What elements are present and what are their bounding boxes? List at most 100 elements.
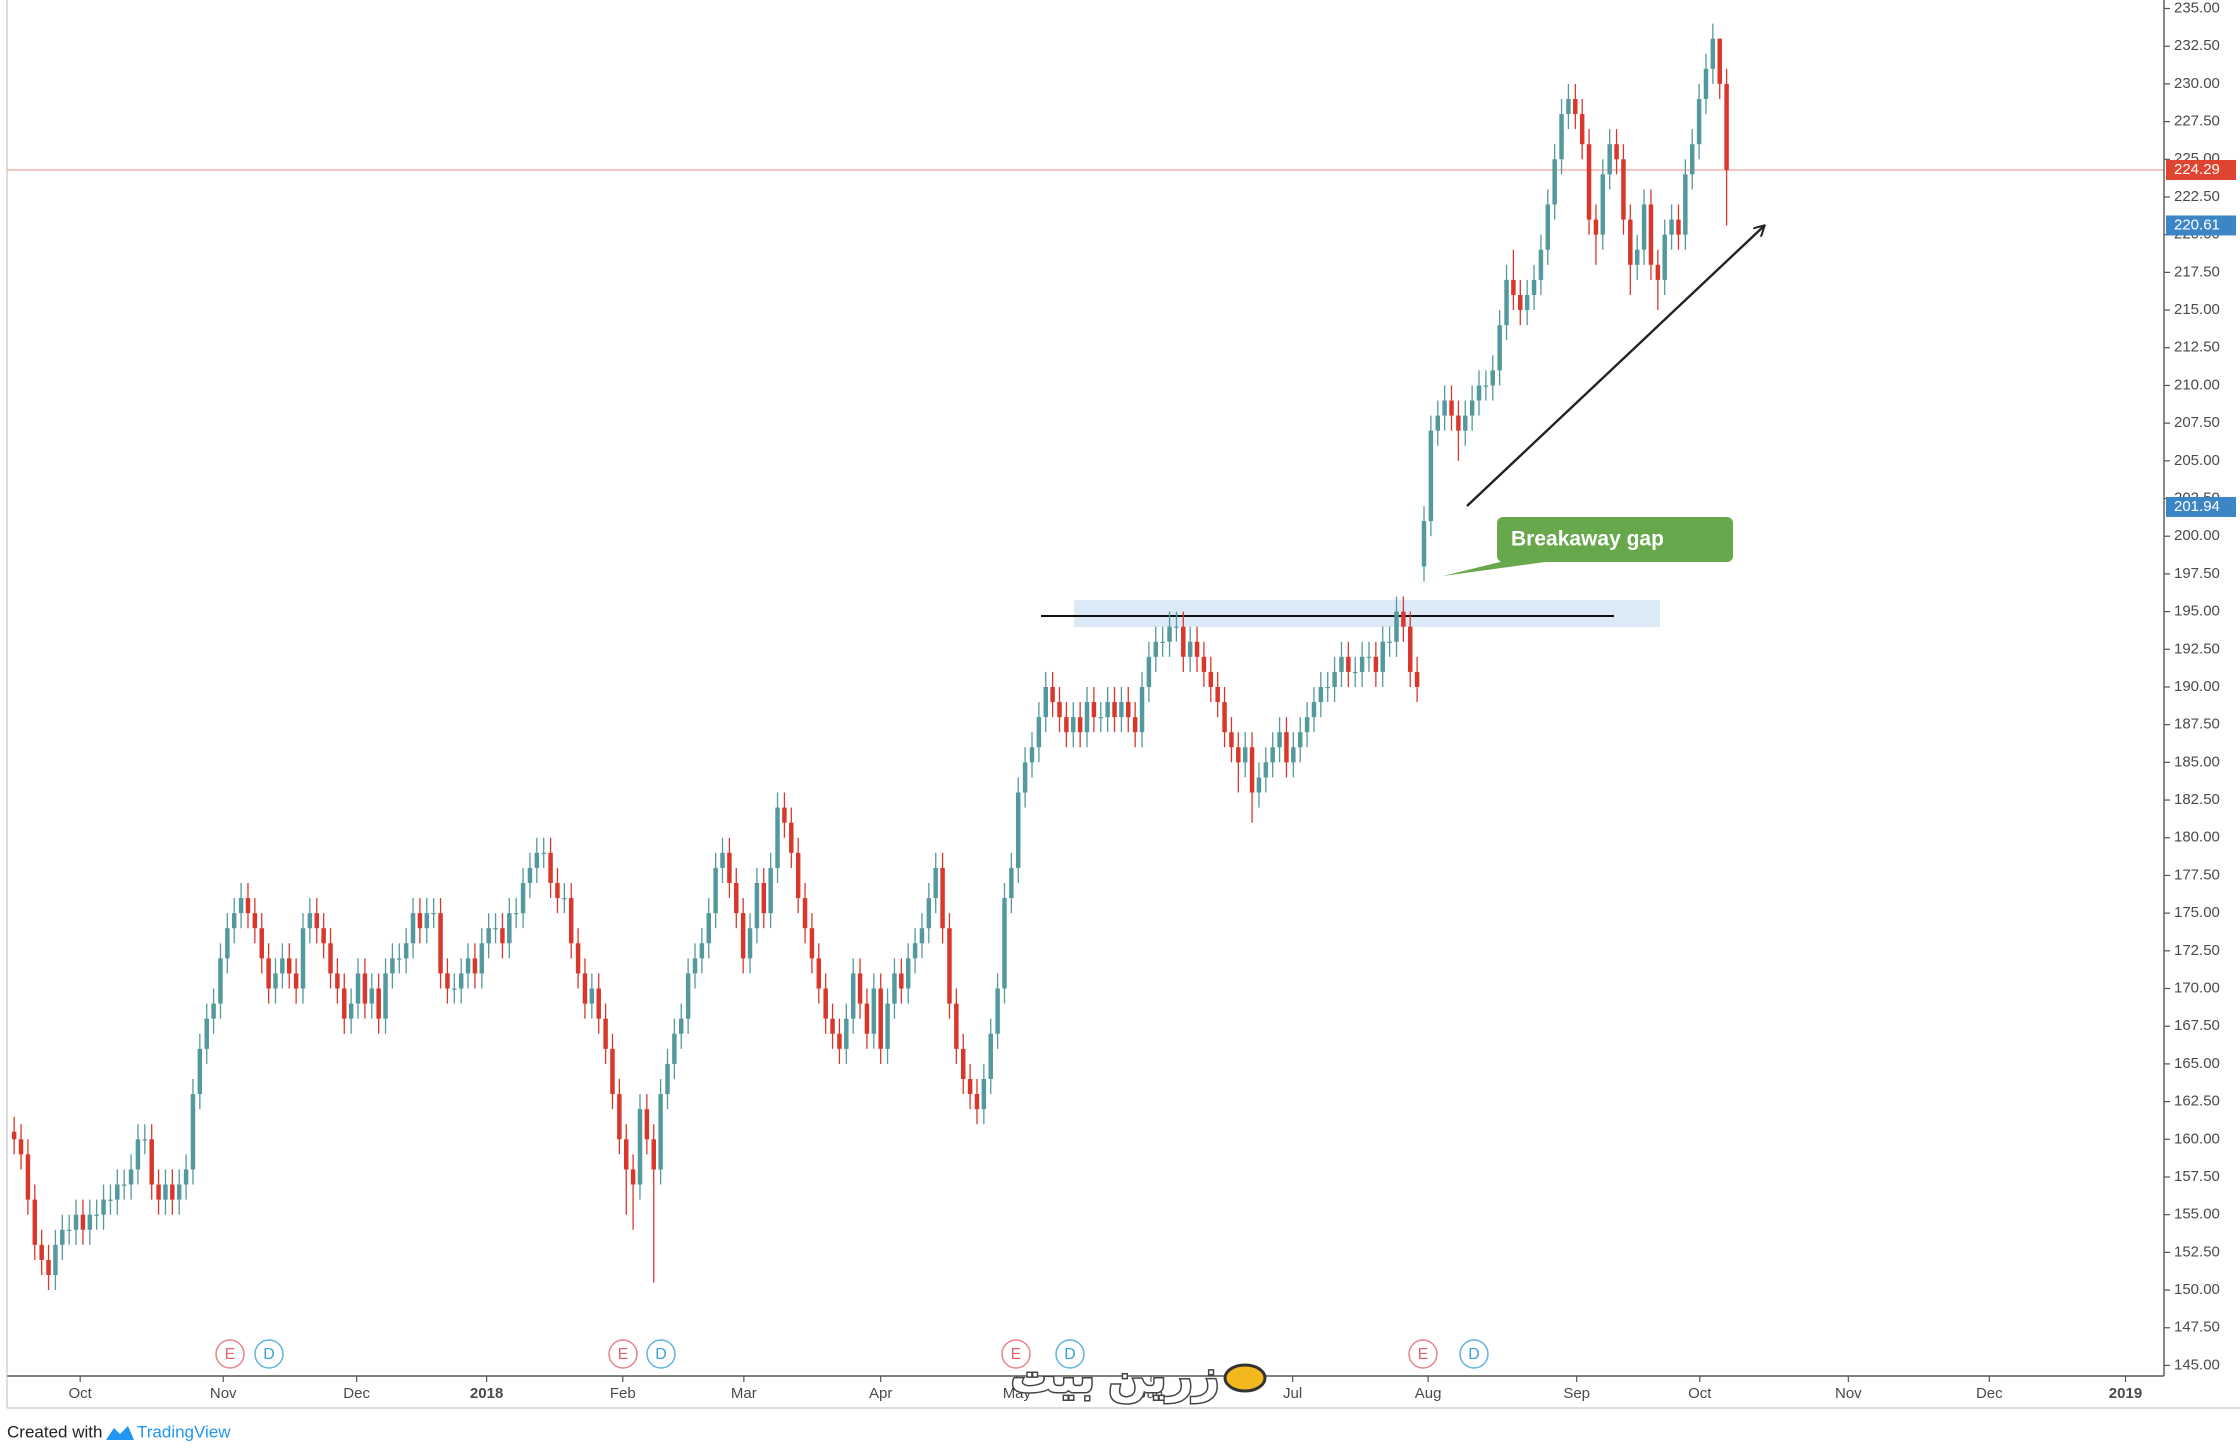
candle-body bbox=[1009, 867, 1014, 899]
y-tick-label: 162.50 bbox=[2174, 1093, 2220, 1110]
candle-body bbox=[383, 973, 388, 1019]
candle-body bbox=[1696, 98, 1702, 145]
candle-body bbox=[1518, 294, 1523, 311]
candle-body bbox=[280, 958, 285, 974]
candle-body bbox=[1414, 671, 1420, 687]
candle-body bbox=[1552, 159, 1557, 205]
candle-body bbox=[266, 958, 271, 989]
candle-body bbox=[1229, 732, 1234, 748]
candle-body bbox=[685, 973, 691, 1019]
candle-body bbox=[1311, 702, 1317, 718]
event-marker bbox=[1408, 1339, 1438, 1369]
candle-body bbox=[25, 1154, 31, 1200]
candle-body bbox=[46, 1259, 51, 1275]
callout-pointer bbox=[1443, 560, 1560, 576]
x-tick-label: Sep bbox=[1563, 1385, 1590, 1402]
candle-body bbox=[665, 1063, 670, 1095]
candle-body bbox=[32, 1199, 38, 1245]
candle-body bbox=[1064, 717, 1069, 733]
candle-body bbox=[630, 1169, 636, 1185]
y-tick-label: 217.50 bbox=[2174, 263, 2220, 280]
candle-body bbox=[1511, 279, 1516, 295]
candle-body bbox=[1717, 38, 1722, 84]
y-tick-label: 227.50 bbox=[2174, 113, 2220, 130]
candle-body bbox=[960, 1048, 966, 1079]
candle-body bbox=[53, 1244, 58, 1275]
candle-body bbox=[1187, 641, 1193, 657]
candle-body bbox=[1490, 370, 1496, 386]
candle-body bbox=[1201, 656, 1207, 672]
candle-body bbox=[218, 958, 223, 1004]
candle-body bbox=[452, 988, 457, 990]
y-tick-label: 167.50 bbox=[2174, 1017, 2220, 1034]
candle-body bbox=[637, 1109, 643, 1185]
candle-body bbox=[1428, 430, 1434, 522]
candle-body bbox=[658, 1094, 663, 1170]
event-label: E bbox=[1011, 1346, 1022, 1363]
candle-body bbox=[1538, 249, 1544, 280]
candle-body bbox=[816, 958, 822, 989]
candle-body bbox=[108, 1199, 113, 1201]
candle-body bbox=[1297, 732, 1303, 748]
candle-body bbox=[1366, 656, 1372, 659]
candle-body bbox=[1139, 686, 1145, 733]
y-tick-label: 182.50 bbox=[2174, 791, 2220, 808]
candle-body bbox=[885, 1003, 890, 1049]
candle-body bbox=[39, 1244, 44, 1260]
candle-body bbox=[513, 913, 519, 915]
trend-arrow bbox=[1466, 226, 1764, 507]
candle-body bbox=[1050, 686, 1055, 703]
candle-body bbox=[878, 988, 883, 1049]
candle-body bbox=[1710, 38, 1716, 69]
candle-body bbox=[809, 928, 815, 959]
event-marker bbox=[1001, 1339, 1031, 1369]
candle-body bbox=[1442, 400, 1447, 416]
y-tick-label: 197.50 bbox=[2174, 565, 2220, 582]
candle-body bbox=[445, 973, 450, 989]
candle-body bbox=[1098, 717, 1104, 719]
candle-body bbox=[644, 1109, 650, 1140]
candle-body bbox=[864, 1003, 870, 1034]
resistance-zone bbox=[1074, 600, 1660, 627]
price-marker-label: 220.61 bbox=[2174, 216, 2220, 233]
candle-body bbox=[1126, 702, 1131, 718]
candle-body bbox=[94, 1214, 99, 1216]
candle-body bbox=[376, 988, 381, 1019]
candle-body bbox=[1669, 219, 1674, 235]
axis-layer: 145.00 147.50 150.00 152.50 155.00 157.50 160.… bbox=[69, 0, 2236, 1402]
candle-body bbox=[486, 928, 491, 944]
candle-body bbox=[1408, 626, 1413, 672]
candle-body bbox=[225, 928, 230, 959]
candle-body bbox=[1476, 385, 1482, 401]
candle-body bbox=[1208, 671, 1214, 687]
y-tick-label: 160.00 bbox=[2174, 1130, 2220, 1147]
candle-body bbox=[1071, 717, 1076, 733]
x-tick-label: Feb bbox=[610, 1385, 636, 1402]
candle-body bbox=[933, 867, 938, 899]
candle-body bbox=[747, 928, 753, 959]
candle-body bbox=[720, 852, 725, 868]
candle-body bbox=[1586, 144, 1592, 220]
candle-body bbox=[947, 928, 952, 1004]
candle-body bbox=[238, 898, 244, 914]
y-tick-label: 157.50 bbox=[2174, 1168, 2220, 1185]
candle-body bbox=[768, 867, 773, 914]
y-tick-label: 212.50 bbox=[2174, 339, 2220, 356]
candle-body bbox=[892, 973, 897, 1004]
candle-body bbox=[568, 898, 574, 944]
candle-body bbox=[438, 913, 443, 974]
candle-body bbox=[128, 1169, 134, 1185]
candle-body bbox=[252, 913, 258, 929]
x-tick-label: 2019 bbox=[2109, 1385, 2142, 1402]
candle-body bbox=[348, 1003, 354, 1019]
price-marker bbox=[2166, 215, 2236, 236]
event-marker bbox=[215, 1339, 245, 1369]
candle-body bbox=[1112, 702, 1117, 718]
candle-body bbox=[1573, 98, 1578, 115]
candle-body bbox=[1146, 656, 1152, 687]
candle-body bbox=[1435, 415, 1440, 431]
candle-body bbox=[1655, 264, 1661, 280]
candle-body bbox=[135, 1139, 141, 1170]
